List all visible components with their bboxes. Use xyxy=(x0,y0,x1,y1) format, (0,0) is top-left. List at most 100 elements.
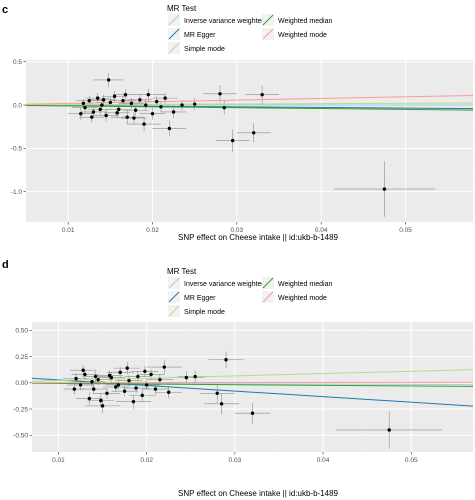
y-tick-label: 0.00 xyxy=(15,380,28,387)
data-point xyxy=(224,358,228,362)
x-tick-label: 0.02 xyxy=(146,227,159,234)
legend: MR Test Inverse variance weighted MR Egg… xyxy=(167,4,332,54)
data-point xyxy=(90,380,94,384)
data-point xyxy=(118,370,122,375)
regression-line xyxy=(26,95,473,105)
panel-c: c MR Test Inverse variance weighted MR E… xyxy=(2,4,473,242)
legend-entry: Weighted median xyxy=(262,14,332,26)
legend-entry: Inverse variance weighted xyxy=(168,277,265,289)
x-tick-label: 0.01 xyxy=(62,227,75,234)
data-point xyxy=(131,399,136,404)
plot-area: 0.01 0.02 0.03 0.04 0.05 0.5 0.0 -0.5 -1.0 xyxy=(11,59,473,234)
panel-background xyxy=(32,322,473,452)
panel-d: d MR Test Inverse variance weighted MR E… xyxy=(2,259,473,498)
legend-label: MR Egger xyxy=(184,295,216,302)
data-point xyxy=(143,369,147,373)
legend-entry: Weighted mode xyxy=(262,28,327,40)
x-tick-label: 0.02 xyxy=(140,457,153,464)
data-point xyxy=(108,100,113,105)
data-point xyxy=(74,376,78,381)
data-point xyxy=(140,393,144,398)
legend-entry: Simple mode xyxy=(168,42,225,54)
data-point xyxy=(149,372,153,377)
regression-line xyxy=(32,382,473,387)
data-point xyxy=(159,105,163,109)
data-point xyxy=(107,373,112,378)
x-axis-label: SNP effect on Cheese intake || id:ukb-b-… xyxy=(178,233,339,242)
x-axis-label: SNP effect on Cheese intake || id:ukb-b-… xyxy=(178,489,339,498)
data-point xyxy=(101,98,106,102)
data-point xyxy=(158,377,162,382)
data-point xyxy=(81,101,86,106)
data-point xyxy=(215,391,219,395)
data-point xyxy=(155,99,159,104)
legend: MR Test Inverse variance weighted MR Egg… xyxy=(167,267,332,317)
data-point xyxy=(146,92,150,97)
data-point xyxy=(387,428,391,432)
legend-key-line xyxy=(168,14,180,26)
x-tick-label: 0.03 xyxy=(231,227,244,234)
y-tick-label: -0.25 xyxy=(13,406,28,413)
x-tick-label: 0.03 xyxy=(229,457,242,464)
data-point xyxy=(153,387,158,391)
legend-key-line xyxy=(168,42,180,54)
data-point xyxy=(129,101,134,106)
data-point xyxy=(78,383,83,387)
legend-title: MR Test xyxy=(167,267,197,276)
y-tick-label: 0.25 xyxy=(15,354,28,361)
data-point xyxy=(144,103,148,107)
legend-label: MR Egger xyxy=(184,32,216,39)
data-point xyxy=(90,115,94,119)
legend-label: Simple mode xyxy=(184,46,225,53)
regression-lines xyxy=(32,369,473,407)
data-point xyxy=(100,103,104,107)
data-point xyxy=(142,122,146,126)
legend-label: Weighted mode xyxy=(278,32,327,39)
data-point xyxy=(117,107,121,112)
legend-key-line xyxy=(262,14,274,26)
data-point xyxy=(87,396,92,401)
legend-key-line xyxy=(262,291,274,303)
data-point xyxy=(230,138,235,143)
data-point xyxy=(171,110,176,114)
data-point xyxy=(79,112,83,116)
data-point xyxy=(83,372,87,377)
legend-label: Inverse variance weighted xyxy=(184,281,265,288)
data-point xyxy=(184,375,189,380)
data-point xyxy=(106,78,111,82)
panel-background xyxy=(26,60,473,222)
panel-label: c xyxy=(2,4,8,16)
data-point xyxy=(91,110,96,114)
data-point xyxy=(150,112,155,116)
data-point xyxy=(105,391,109,395)
legend-key-line xyxy=(168,291,180,303)
data-point xyxy=(93,374,98,379)
data-point xyxy=(123,92,128,97)
legend-label: Inverse variance weighted xyxy=(184,18,265,25)
data-point xyxy=(115,111,119,115)
data-point xyxy=(162,365,166,369)
data-point xyxy=(134,386,138,390)
data-point xyxy=(218,92,222,96)
data-point xyxy=(100,404,105,408)
data-point xyxy=(167,390,171,394)
data-point xyxy=(222,105,226,110)
data-point xyxy=(114,385,118,389)
data-point xyxy=(98,107,102,112)
data-point xyxy=(260,92,264,97)
data-point xyxy=(136,374,140,379)
data-point xyxy=(382,187,387,191)
regression-line xyxy=(32,381,473,384)
y-tick-label: -0.5 xyxy=(11,146,23,153)
legend-key-line xyxy=(262,277,274,289)
data-point xyxy=(122,389,127,393)
data-point xyxy=(95,96,100,100)
data-point xyxy=(121,99,125,103)
y-tick-label: 0.5 xyxy=(13,59,22,66)
data-point xyxy=(112,94,117,99)
legend-title: MR Test xyxy=(167,4,197,13)
regression-line xyxy=(32,369,473,382)
data-point xyxy=(250,411,255,415)
data-point xyxy=(125,115,129,119)
